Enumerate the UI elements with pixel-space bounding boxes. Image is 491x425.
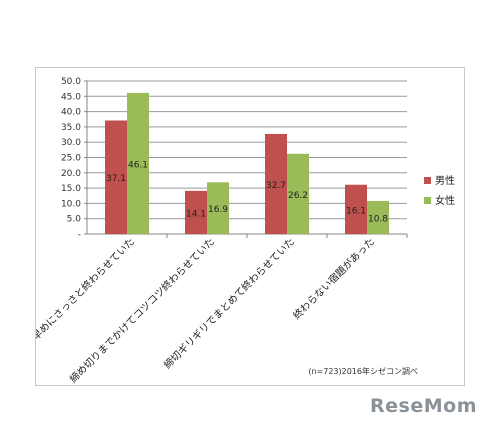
data-label: 14.1 [186, 209, 206, 219]
y-tick-label: 35.0 [61, 123, 81, 133]
y-tick-label: 50.0 [61, 77, 81, 87]
y-tick-label: 30.0 [61, 138, 81, 148]
bar [207, 182, 229, 234]
category-label: 終わらない宿題があった [290, 235, 377, 322]
data-labels: 37.146.1 14.1 16.9 32.726.2 16.110.8 [106, 160, 388, 224]
bar [345, 184, 367, 234]
data-label: 46.1 [128, 160, 148, 170]
category-label: 締切ギリギリでまとめて終わらせていた [161, 235, 297, 371]
legend-label: 女性 [435, 194, 455, 207]
bar [367, 200, 389, 234]
resemom-logo: ReseMom [370, 395, 477, 417]
y-tick-label: 20.0 [61, 169, 81, 179]
y-tick-label: - [78, 230, 81, 240]
y-tick-label: 5.0 [67, 215, 82, 225]
bar [105, 120, 127, 234]
data-label: 32.7 [266, 181, 286, 191]
legend-swatch [424, 197, 431, 204]
bar [265, 133, 287, 234]
legend-label: 男性 [435, 174, 455, 187]
bar-chart: 50.0 45.0 40.0 35.0 30.0 25.0 20.0 15.0 10.0 5.0 -… [36, 77, 455, 385]
category-labels: 早めにさっさと終わらせていた締め切りまでかけてコツコツ終わらせていた締切ギリギリ… [36, 235, 377, 385]
category-label: 締め切りまでかけてコツコツ終わらせていた [67, 235, 217, 385]
footnote: (n=723)2016年シゼコン調べ [308, 366, 418, 376]
legend-swatch [424, 177, 431, 184]
bar [185, 190, 207, 234]
y-tick-label: 25.0 [61, 154, 81, 164]
y-axis-ticks: 50.0 45.0 40.0 35.0 30.0 25.0 20.0 15.0 10.0 5.0 - [61, 77, 81, 240]
data-label: 26.2 [288, 191, 308, 201]
data-label: 16.9 [208, 205, 228, 215]
y-tick-label: 15.0 [61, 184, 81, 194]
bar [127, 92, 149, 235]
data-label: 37.1 [106, 174, 126, 184]
y-tick-label: 10.0 [61, 199, 81, 209]
bar [287, 153, 309, 234]
bars [105, 92, 389, 235]
data-label: 16.1 [346, 206, 366, 216]
chart-frame: 50.0 45.0 40.0 35.0 30.0 25.0 20.0 15.0 10.0 5.0 -… [35, 67, 465, 386]
y-tick-label: 45.0 [61, 92, 81, 102]
data-label: 10.8 [368, 214, 388, 224]
y-tick-label: 40.0 [61, 108, 81, 118]
